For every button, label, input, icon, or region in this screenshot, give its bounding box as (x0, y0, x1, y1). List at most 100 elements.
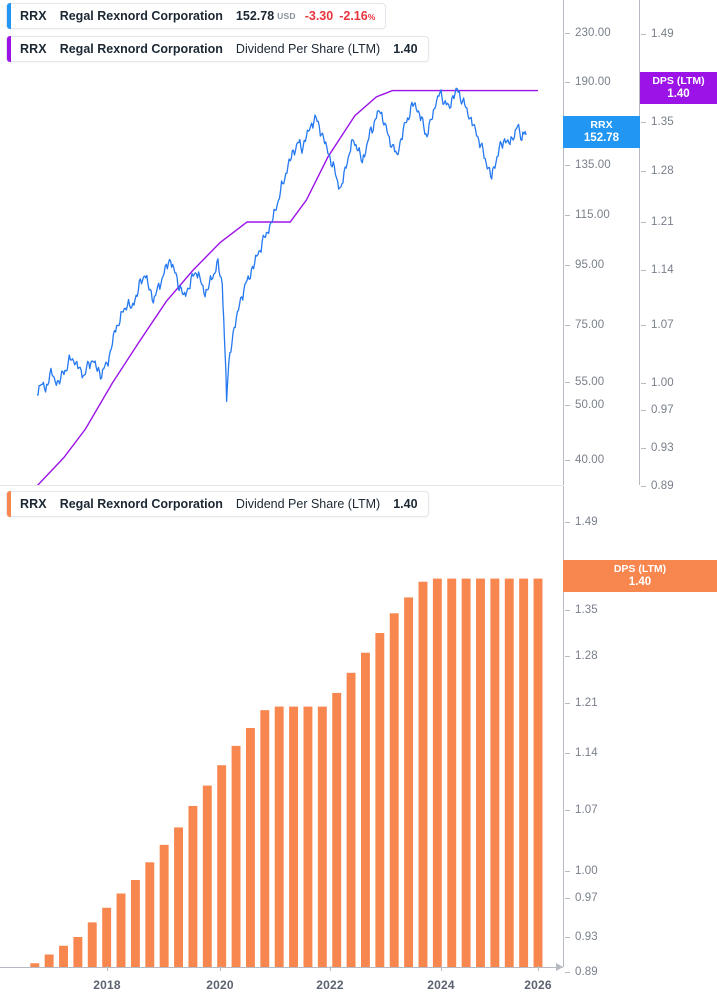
dividend-value-badge-top[interactable]: DPS (LTM) 1.40 (640, 72, 717, 104)
dividend-bar[interactable] (289, 706, 299, 967)
dividend-bar[interactable] (317, 706, 327, 967)
legend-ticker: RRX (20, 42, 47, 56)
dividend-bar[interactable] (490, 578, 500, 967)
axis-tick-mark (641, 170, 646, 172)
time-axis[interactable]: 2018 2020 2022 2024 2026 (0, 963, 563, 1005)
time-axis-tick-label: 2018 (93, 978, 121, 992)
axis-tick-label: 0.89 (575, 966, 598, 978)
dividend-axis-bottom[interactable]: 1.491.421.351.281.211.141.071.000.970.93… (563, 486, 717, 978)
dividend-bar[interactable] (87, 922, 97, 967)
axis-tick-mark (565, 809, 570, 811)
axis-tick-label: 135.00 (575, 159, 611, 171)
dividend-bar[interactable] (202, 785, 212, 967)
dividend-bar[interactable] (231, 745, 241, 967)
axis-tick-mark (565, 459, 570, 461)
axis-tick-mark (641, 269, 646, 271)
axis-tick-label: 0.97 (575, 892, 598, 904)
dividend-axis-tick: 1.28 (564, 649, 598, 663)
dividend-bar[interactable] (116, 893, 126, 968)
dividend-bar[interactable] (30, 963, 40, 967)
dividend-value-badge-bottom[interactable]: DPS (LTM) 1.40 (563, 560, 717, 592)
time-axis-tick-label: 2026 (524, 978, 552, 992)
dividend-bar[interactable] (375, 633, 385, 967)
dividend-bar[interactable] (145, 862, 155, 967)
price-axis-tick: 50.00 (564, 398, 604, 412)
axis-tick-label: 1.21 (651, 216, 674, 228)
axis-tick-mark (641, 221, 646, 223)
axis-tick-mark (565, 655, 570, 657)
axis-tick-label: 1.14 (651, 264, 674, 276)
dividend-bar[interactable] (418, 581, 428, 967)
dividend-axis-tick: 1.28 (640, 164, 674, 178)
legend-metric-name: Dividend Per Share (LTM) (235, 497, 381, 511)
legend-ticker: RRX (20, 497, 47, 511)
dividend-bar[interactable] (260, 710, 270, 967)
price-value-badge[interactable]: RRX 152.78 (563, 116, 640, 148)
dividend-bar[interactable] (504, 578, 514, 967)
price-axis-tick: 115.00 (564, 208, 610, 222)
dividend-bar[interactable] (73, 937, 83, 967)
badge-label: RRX (590, 119, 613, 131)
dividend-bar[interactable] (59, 945, 68, 967)
dividend-bar[interactable] (461, 578, 471, 967)
dividend-bar[interactable] (519, 578, 529, 967)
price-chart-svg (36, 87, 538, 485)
dividend-axis-tick: 1.21 (564, 696, 598, 710)
dividend-bar[interactable] (361, 652, 370, 967)
price-axis-tick: 55.00 (564, 375, 604, 389)
dividend-axis-tick: 1.00 (564, 864, 598, 878)
panel-divider (0, 485, 563, 486)
dividend-bar[interactable] (274, 706, 284, 967)
legend-change-percent: -2.16% (339, 9, 376, 23)
dividend-bar[interactable] (447, 578, 457, 967)
dividend-bar[interactable] (188, 805, 198, 967)
axis-tick-mark (538, 966, 539, 971)
legend-swatch-dividend-orange (7, 491, 11, 517)
dividend-bar[interactable] (432, 578, 442, 967)
dividend-bar[interactable] (404, 597, 414, 967)
dividend-bar[interactable] (332, 692, 342, 967)
axis-tick-mark (220, 966, 221, 971)
axis-tick-mark (641, 382, 646, 384)
dividend-bar[interactable] (130, 880, 140, 967)
dividend-bar[interactable] (533, 578, 543, 967)
dividend-bar[interactable] (245, 728, 255, 967)
legend-company-name: Regal Rexnord Corporation (59, 9, 223, 23)
badge-value: 1.40 (628, 576, 652, 588)
legend-swatch-dividend-purple (7, 36, 11, 62)
dividend-bar[interactable] (174, 827, 183, 967)
axis-tick-label: 0.93 (575, 931, 598, 943)
dividend-axis-tick: 1.07 (640, 318, 674, 332)
dividend-bar[interactable] (102, 907, 112, 967)
axis-tick-label: 0.93 (651, 442, 674, 454)
dividend-bar[interactable] (476, 578, 485, 967)
axis-tick-label: 230.00 (575, 27, 611, 39)
badge-label: DPS (LTM) (613, 563, 667, 575)
price-chart-panel[interactable] (0, 0, 563, 485)
axis-tick-mark (565, 164, 570, 166)
axis-tick-mark (565, 214, 570, 216)
dividend-bar[interactable] (346, 672, 356, 967)
dividend-bar[interactable] (159, 844, 169, 967)
dividend-bar[interactable] (303, 706, 313, 967)
bar-group (30, 578, 543, 968)
dividend-bar[interactable] (44, 954, 54, 968)
legend-dividend-bars[interactable]: RRX Regal Rexnord Corporation Dividend P… (6, 491, 429, 517)
dividend-bar-chart-panel[interactable] (0, 486, 563, 967)
axis-tick-mark (330, 966, 331, 971)
legend-metric-value: 1.40 (393, 42, 418, 56)
legend-price[interactable]: RRX Regal Rexnord Corporation 152.78 USD… (6, 3, 387, 29)
axis-tick-label: 1.28 (575, 650, 598, 662)
axis-tick-mark (641, 324, 646, 326)
dividend-axis-tick: 1.49 (564, 515, 598, 529)
legend-dividend-overlay[interactable]: RRX Regal Rexnord Corporation Dividend P… (6, 36, 429, 62)
axis-tick-label: 1.00 (651, 377, 674, 389)
axis-tick-label: 1.07 (651, 319, 674, 331)
axis-tick-mark (641, 121, 646, 123)
axis-tick-label: 95.00 (575, 259, 605, 271)
axis-tick-label: 55.00 (575, 376, 605, 388)
price-axis[interactable]: 230.00 190.00 135.00 115.00 95.00 75.00 55.00 5… (563, 0, 639, 485)
dividend-bar[interactable] (217, 765, 227, 967)
dividend-bar[interactable] (389, 613, 399, 967)
